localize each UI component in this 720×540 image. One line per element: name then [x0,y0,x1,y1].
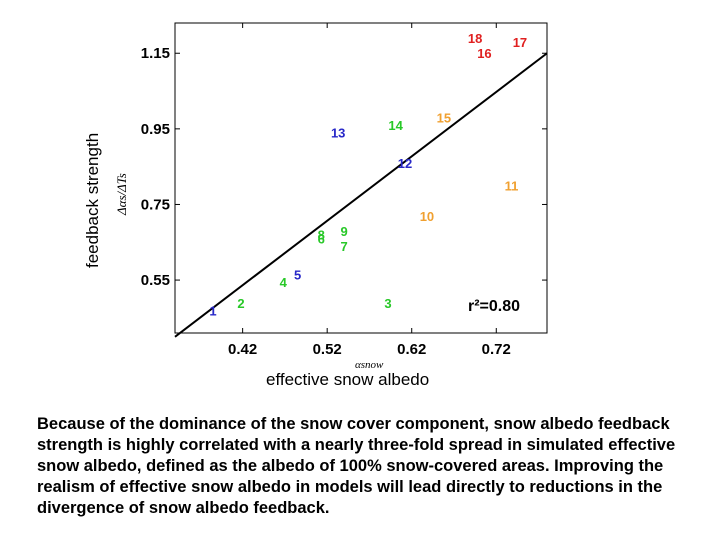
data-point-17: 17 [513,35,527,50]
data-point-16: 16 [477,46,491,61]
data-point-12: 12 [398,156,412,171]
data-point-10: 10 [420,209,434,224]
data-point-8: 8 [318,228,325,243]
x-tick-label: 0.42 [228,341,257,358]
data-point-3: 3 [384,296,391,311]
data-point-7: 7 [340,239,347,254]
y-tick-label: 0.95 [141,121,170,138]
x-tick-label: 0.72 [482,341,511,358]
x-tick-label: 0.52 [313,341,342,358]
scatter-plot: 0.42 0.52 0.62 0.720.550.750.951.15 12 34567… [114,22,548,371]
data-point-6: 6 [318,231,325,246]
regression-line [174,52,548,338]
y-tick-label: 0.55 [141,272,170,289]
caption-text: Because of the dominance of the snow cov… [37,415,676,517]
data-point-9: 9 [340,224,347,239]
data-point-5: 5 [294,267,301,282]
data-point-4: 4 [280,275,288,290]
data-point-11: 11 [505,179,519,194]
x-axis-label: effective snow albedo [266,370,430,389]
data-point-18: 18 [468,31,482,46]
y-tick-label: 0.75 [141,196,170,213]
y-axis-label: feedback strength [83,132,102,268]
data-point-13: 13 [331,126,345,141]
x-tick-label: 0.62 [397,341,426,358]
data-point-15: 15 [437,111,451,126]
x-axis-symbol: αsnow [355,359,384,371]
data-point-1: 1 [209,303,216,318]
data-point-14: 14 [388,118,403,133]
y-axis-symbol: Δαs/ΔTs [114,173,129,216]
data-point-2: 2 [237,296,244,311]
r-squared-annotation: r²=0.80 [468,298,520,315]
plot-frame [174,22,548,334]
y-tick-label: 1.15 [141,45,170,62]
